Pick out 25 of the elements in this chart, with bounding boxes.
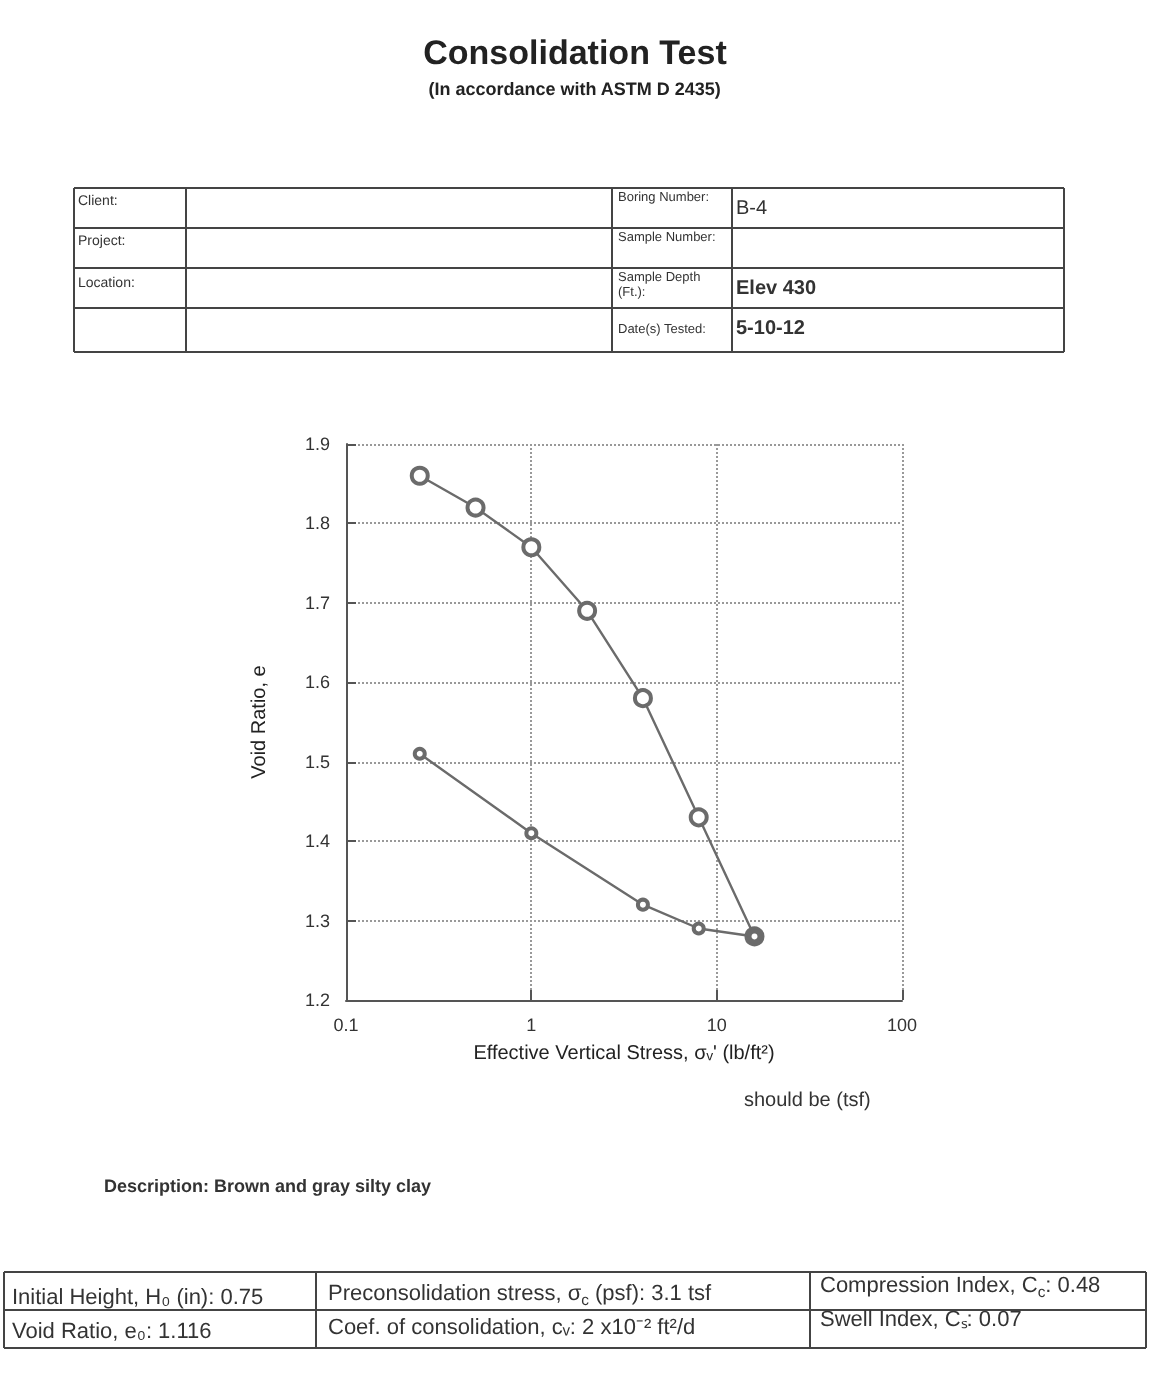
x-axis-title: Effective Vertical Stress, σᵥ' (lb/ft²) xyxy=(473,1043,775,1065)
text: should be (tsf) xyxy=(744,1090,871,1112)
chart-title: Consolidation Test xyxy=(423,34,728,72)
y-tick-label: 1.3 xyxy=(304,910,330,931)
x-tick-label: 10 xyxy=(706,1015,727,1035)
text: 5-10-12 xyxy=(736,318,806,340)
y-tick-label: 1.6 xyxy=(304,672,330,693)
text: Elev 430 xyxy=(736,278,817,300)
x-tick-label: 1 xyxy=(526,1015,537,1035)
y-tick-label: 1.7 xyxy=(304,592,330,613)
text: Description: Brown and gray silty clay xyxy=(104,1176,432,1196)
y-tick-label: 1.2 xyxy=(304,990,330,1010)
text: Swell Index, Cₛ: 0.07 xyxy=(820,1308,1022,1332)
text: Coef. of consolidation, cᵥ: 2 x10⁻² ft²/d xyxy=(328,1316,696,1340)
x-tick-label: 100 xyxy=(886,1015,918,1035)
text: Void Ratio, e₀: 1.116 xyxy=(12,1320,212,1344)
y-tick-label: 1.9 xyxy=(304,434,330,454)
y-axis-title: Void Ratio, e xyxy=(249,664,271,779)
x-tick-label: 0.1 xyxy=(333,1015,359,1035)
text: Initial Height, H₀ (in): 0.75 xyxy=(12,1286,264,1310)
y-tick-label: 1.5 xyxy=(304,751,330,772)
chart-subtitle: (In accordance with ASTM D 2435) xyxy=(428,79,721,99)
text: B-4 xyxy=(736,198,768,220)
y-tick-label: 1.4 xyxy=(304,831,330,852)
y-tick-label: 1.8 xyxy=(304,513,330,534)
